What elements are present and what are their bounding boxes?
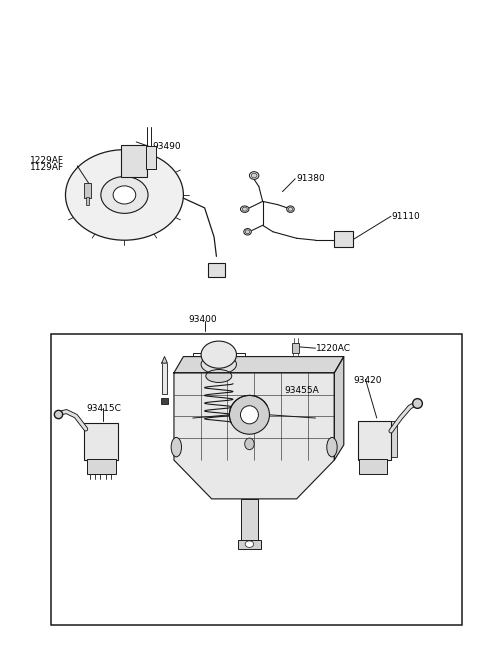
Text: 93415C: 93415C [87, 405, 121, 413]
Ellipse shape [65, 149, 183, 240]
Ellipse shape [287, 206, 294, 212]
Ellipse shape [201, 354, 237, 374]
Ellipse shape [245, 541, 253, 548]
Ellipse shape [245, 438, 254, 450]
Bar [358, 421, 391, 460]
Ellipse shape [171, 438, 181, 457]
Ellipse shape [240, 405, 258, 424]
Ellipse shape [229, 396, 269, 434]
Ellipse shape [250, 172, 259, 179]
Bar [391, 421, 396, 457]
Polygon shape [174, 356, 344, 373]
Ellipse shape [327, 438, 337, 457]
Ellipse shape [252, 173, 257, 178]
Polygon shape [162, 356, 168, 363]
Bar [162, 363, 168, 394]
Bar [161, 398, 168, 404]
Polygon shape [335, 356, 344, 460]
Polygon shape [174, 373, 335, 499]
Ellipse shape [245, 230, 250, 234]
Bar [87, 458, 116, 474]
FancyBboxPatch shape [121, 145, 146, 177]
Text: 93400: 93400 [188, 315, 217, 324]
Text: 91110: 91110 [391, 212, 420, 221]
Ellipse shape [240, 206, 249, 212]
Bar [145, 147, 156, 169]
Ellipse shape [242, 207, 247, 211]
FancyBboxPatch shape [84, 183, 91, 198]
Ellipse shape [101, 176, 148, 214]
Ellipse shape [206, 369, 232, 383]
Text: 1129AF: 1129AF [30, 163, 64, 172]
Bar [238, 540, 261, 549]
Text: 93490: 93490 [153, 142, 181, 151]
Ellipse shape [288, 207, 293, 211]
Ellipse shape [244, 229, 252, 235]
Bar [193, 353, 245, 426]
Bar [84, 422, 118, 460]
Ellipse shape [113, 186, 136, 204]
Text: 1229AF: 1229AF [30, 155, 64, 164]
Bar [86, 197, 89, 205]
Bar [241, 499, 258, 541]
Text: 93420: 93420 [353, 376, 382, 385]
Ellipse shape [201, 341, 237, 368]
Text: 91380: 91380 [297, 174, 325, 183]
Bar [335, 231, 353, 247]
Bar [208, 263, 225, 277]
Text: 1220AC: 1220AC [315, 344, 350, 352]
Bar [359, 458, 387, 474]
Bar [51, 334, 462, 625]
Text: 93455A: 93455A [284, 386, 319, 395]
Bar [292, 343, 300, 353]
